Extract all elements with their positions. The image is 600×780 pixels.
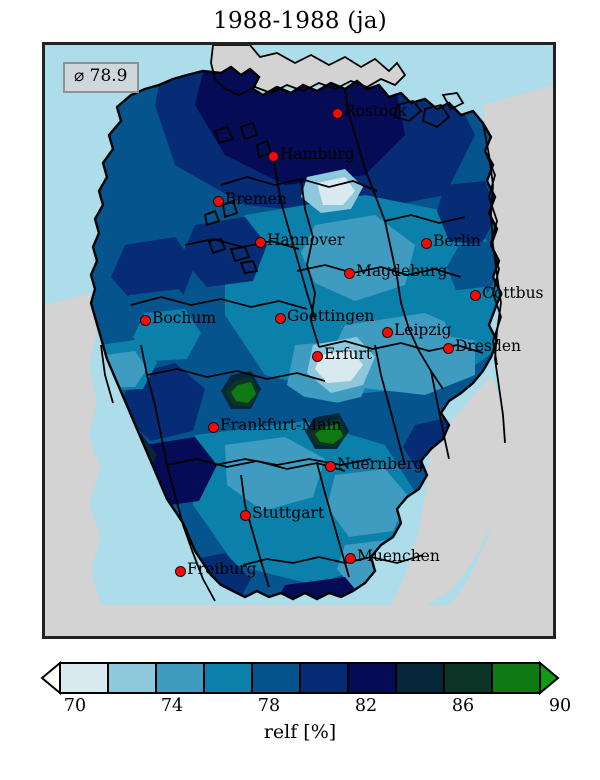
colorbar-segment: [395, 662, 445, 694]
city-label: Hamburg: [280, 145, 355, 163]
colorbar-segment: [299, 662, 349, 694]
city-dot-icon: [470, 290, 481, 301]
city-dot-icon: [382, 327, 393, 338]
city-dot-icon: [213, 196, 224, 207]
mean-annotation-box: ⌀ 78.9: [63, 62, 139, 93]
city-label: Frankfurt-Main: [220, 416, 342, 434]
city-dot-icon: [175, 566, 186, 577]
city-label: Leipzig: [394, 321, 452, 339]
city-dot-icon: [208, 422, 219, 433]
colorbar-segment: [59, 662, 109, 694]
colorbar-segment: [347, 662, 397, 694]
page-title: 1988-1988 (ja): [213, 8, 387, 34]
colorbar-tick-label: 86: [451, 696, 475, 716]
colorbar-tick-label: 78: [257, 696, 281, 716]
city-label: Rostock: [344, 102, 407, 120]
colorbar-tick-labels: 70 74 78 82 86 90: [0, 696, 600, 722]
colorbar-swatches: [40, 660, 560, 696]
city-dot-icon: [332, 108, 343, 119]
city-dot-icon: [443, 343, 454, 354]
city-label: Cottbus: [482, 284, 544, 302]
colorbar: 70 74 78 82 86 90 relf [%]: [0, 655, 600, 780]
city-dot-icon: [325, 461, 336, 472]
colorbar-tick-label: 74: [160, 696, 184, 716]
city-label: Freiburg: [187, 560, 257, 578]
colorbar-axis-label: relf [%]: [263, 721, 337, 743]
city-label: Nuernberg: [337, 455, 424, 473]
city-dot-icon: [421, 238, 432, 249]
colorbar-segment: [203, 662, 253, 694]
city-dot-icon: [312, 351, 323, 362]
city-label: Berlin: [433, 232, 481, 250]
city-label: Muenchen: [357, 547, 440, 565]
city-label: Dresden: [455, 337, 522, 355]
city-label: Erfurt: [324, 345, 373, 363]
city-label: Bochum: [152, 309, 217, 327]
colorbar-under-arrow: [40, 660, 61, 696]
city-label: Stuttgart: [252, 504, 325, 522]
colorbar-tick-label: 70: [63, 696, 87, 716]
colorbar-tick-label: 82: [354, 696, 378, 716]
city-dot-icon: [275, 313, 286, 324]
colorbar-segment: [155, 662, 205, 694]
city-dot-icon: [345, 553, 356, 564]
germany-contour-map: [45, 45, 553, 636]
map-panel[interactable]: ⌀ 78.9 Rostock Hamburg Bremen Hannover Berli…: [42, 42, 556, 639]
city-label: Goettingen: [287, 307, 375, 325]
city-dot-icon: [344, 268, 355, 279]
city-dot-icon: [255, 237, 266, 248]
border-lines: [89, 45, 506, 602]
colorbar-tick-label: 90: [548, 696, 572, 716]
city-label: Hannover: [267, 231, 345, 249]
city-dot-icon: [140, 315, 151, 326]
mean-value-label: ⌀ 78.9: [74, 66, 128, 86]
colorbar-segment: [107, 662, 157, 694]
city-dot-icon: [268, 151, 279, 162]
city-label: Magdeburg: [356, 262, 448, 280]
colorbar-over-arrow: [539, 660, 560, 696]
colorbar-segment: [443, 662, 493, 694]
colorbar-segment: [251, 662, 301, 694]
colorbar-segment: [491, 662, 541, 694]
city-dot-icon: [240, 510, 251, 521]
city-label: Bremen: [225, 190, 287, 208]
